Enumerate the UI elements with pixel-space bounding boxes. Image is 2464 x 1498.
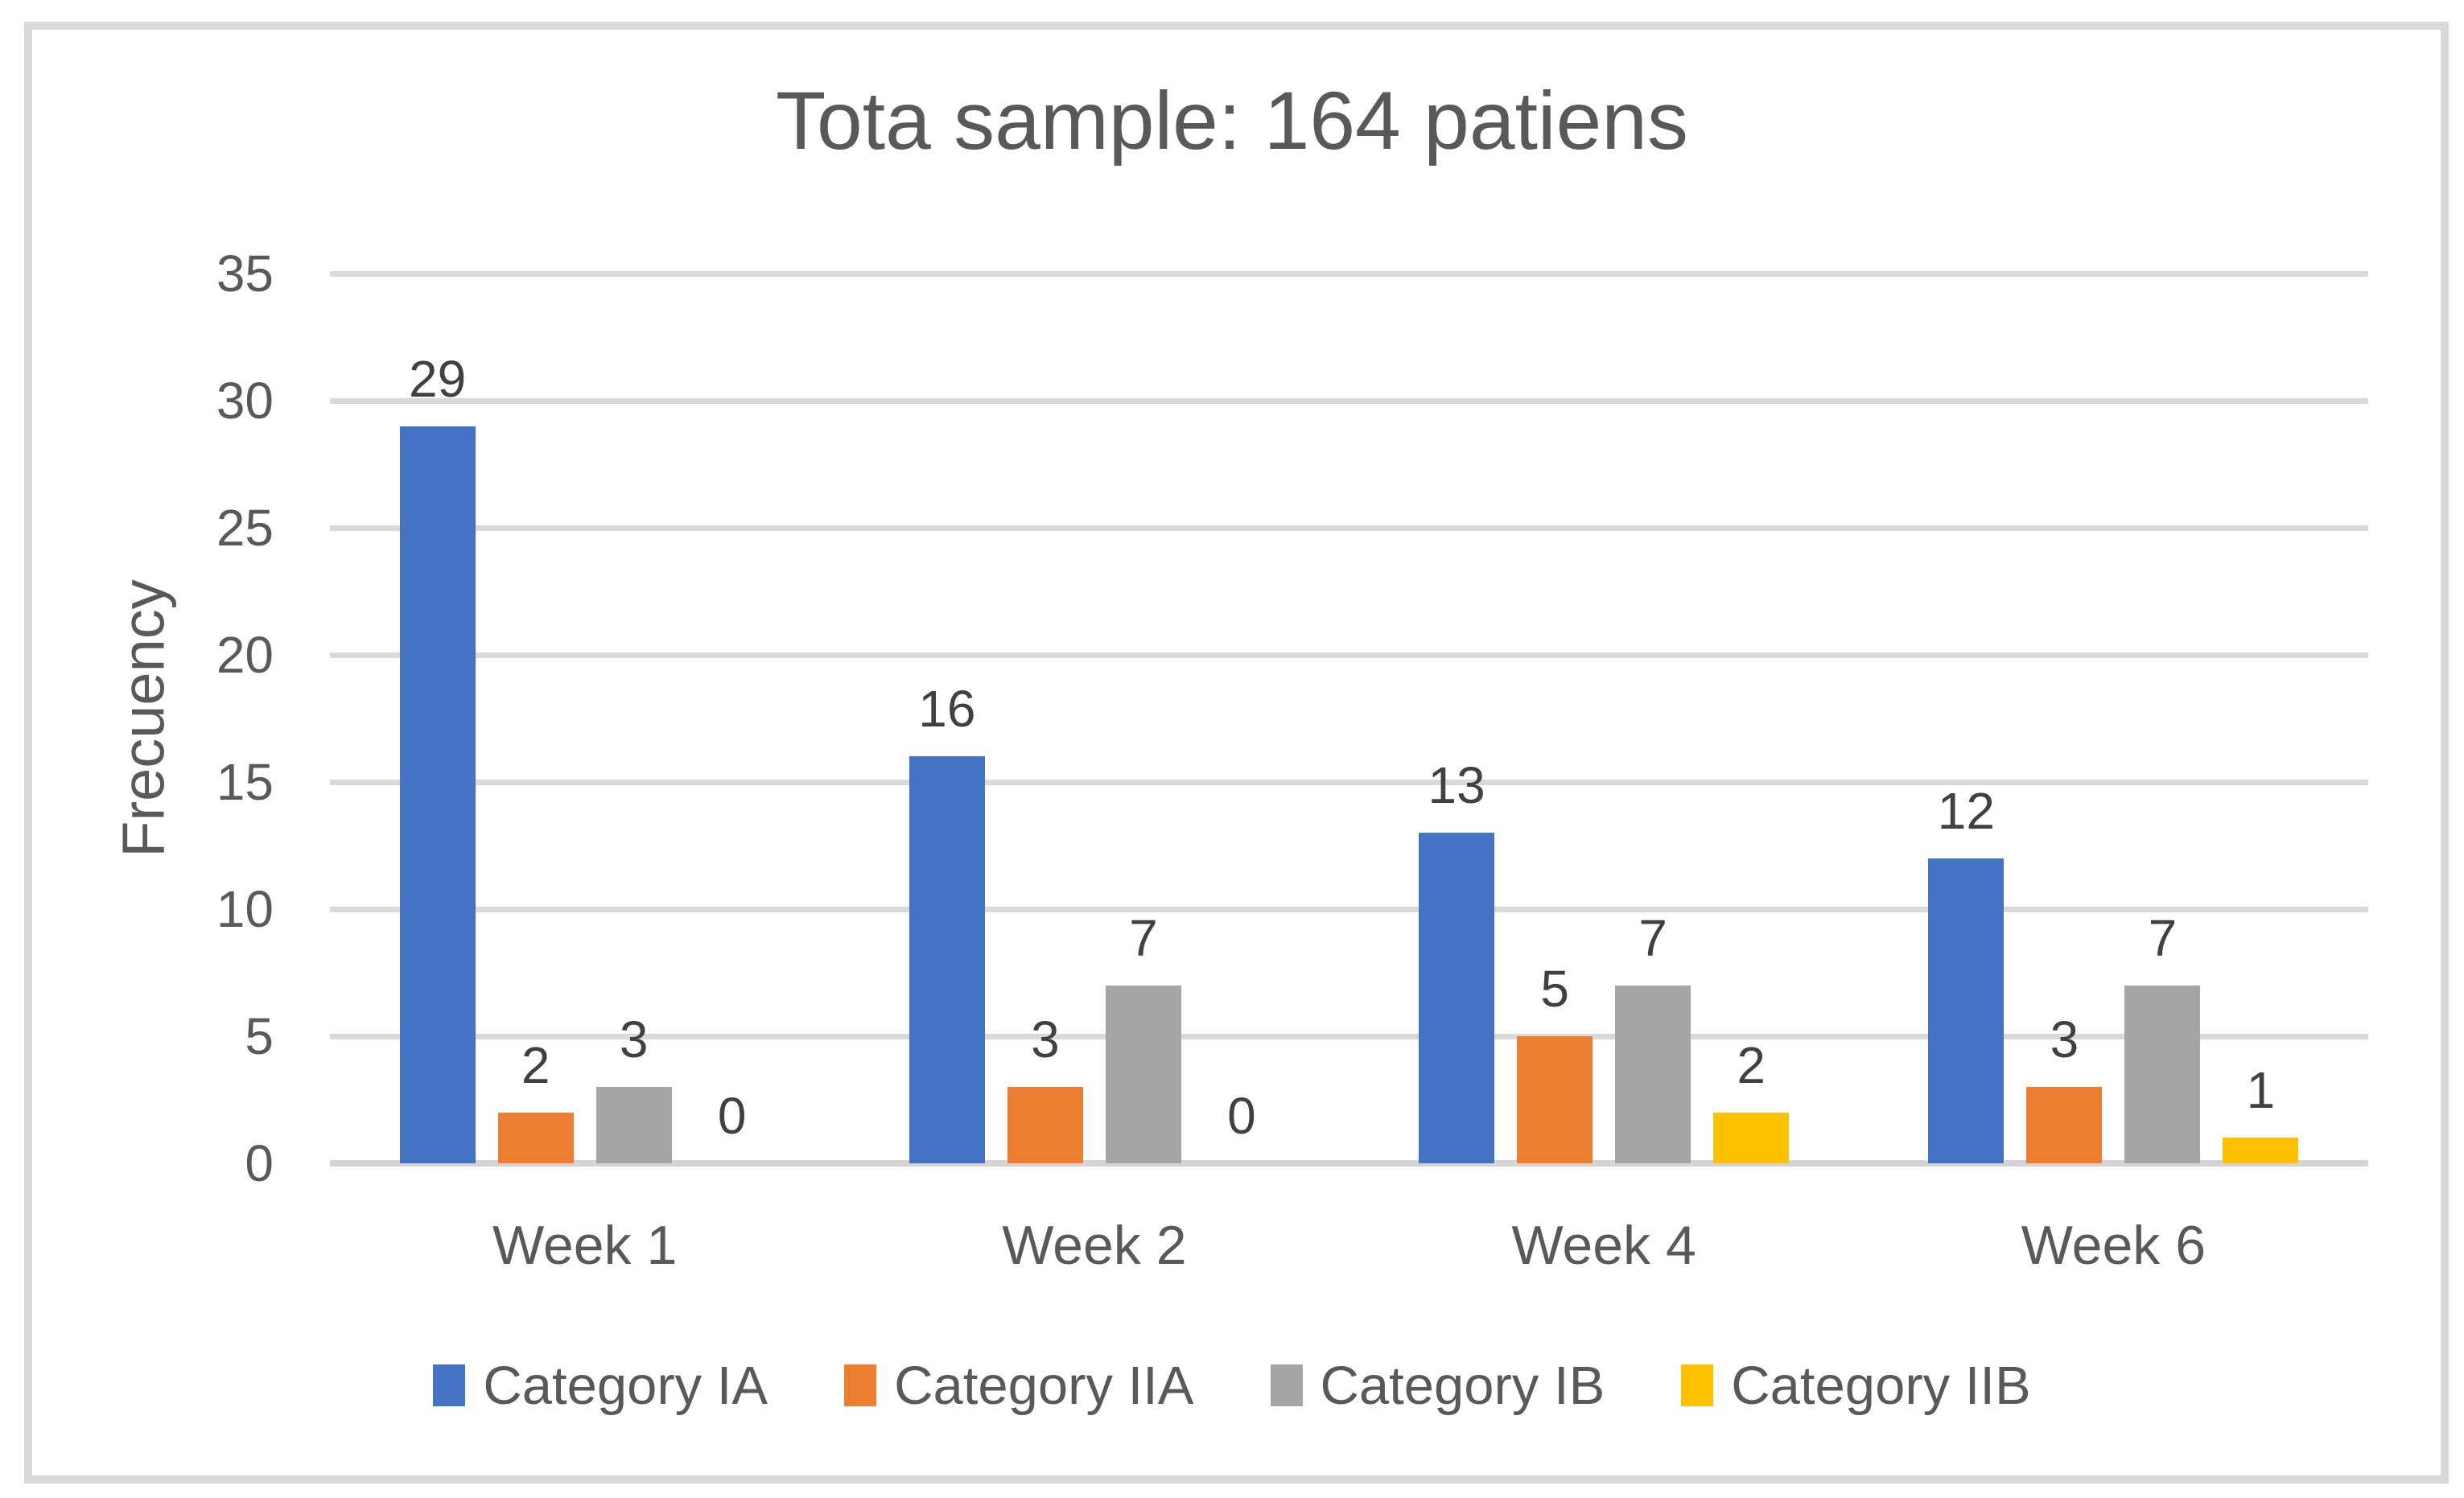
data-label-category-ib-week-1: 3 xyxy=(619,1010,649,1069)
x-category-label-week-1: Week 1 xyxy=(492,1215,678,1276)
plot-area: 29 2 3 0 16 3 7 0 13 5 7 2 12 3 7 1 xyxy=(330,270,2368,1167)
chart-border xyxy=(24,22,2449,1484)
legend-swatch-category-ia xyxy=(433,1364,466,1406)
data-label-category-iia-week-6: 3 xyxy=(2050,1010,2079,1069)
bar-category-ia-week-4 xyxy=(1419,833,1495,1163)
legend-swatch-category-iia xyxy=(844,1364,877,1406)
x-category-label-week-4: Week 4 xyxy=(1511,1215,1696,1276)
legend-label-category-iia: Category IIA xyxy=(894,1355,1194,1416)
bar-category-iia-week-6 xyxy=(2026,1087,2103,1163)
legend-label-category-ia: Category IA xyxy=(483,1355,768,1416)
legend-swatch-category-ib xyxy=(1270,1364,1303,1406)
y-tick-label-5: 5 xyxy=(245,1007,274,1065)
data-label-category-iib-week-6: 1 xyxy=(2246,1061,2276,1120)
x-category-label-week-2: Week 2 xyxy=(1002,1215,1187,1276)
bar-category-iib-week-6 xyxy=(2223,1138,2299,1163)
chart-title: Tota sample: 164 patiens xyxy=(775,75,1689,167)
data-label-category-ia-week-1: 29 xyxy=(409,349,467,408)
gridline xyxy=(330,525,2368,531)
bar-category-ib-week-6 xyxy=(2124,985,2201,1163)
legend-label-category-ib: Category IB xyxy=(1320,1355,1605,1416)
gridline xyxy=(330,270,2368,277)
legend: Category IA Category IIA Category IB Catego… xyxy=(0,1353,2464,1418)
y-tick-label-35: 35 xyxy=(216,245,274,302)
bar-category-ib-week-4 xyxy=(1615,985,1691,1163)
y-axis-tick-labels: 0 5 10 15 20 25 30 35 xyxy=(0,248,274,1189)
bar-category-iia-week-4 xyxy=(1517,1036,1593,1163)
data-label-category-ib-week-2: 7 xyxy=(1129,908,1158,967)
bar-category-ia-week-6 xyxy=(1928,858,2005,1163)
data-label-category-iib-week-1: 0 xyxy=(717,1087,747,1145)
legend-item-category-ib: Category IB xyxy=(1270,1355,1605,1416)
data-label-category-ia-week-4: 13 xyxy=(1428,756,1485,815)
y-tick-label-15: 15 xyxy=(216,753,274,811)
y-tick-label-0: 0 xyxy=(245,1134,274,1192)
y-tick-label-20: 20 xyxy=(216,626,274,684)
gridline xyxy=(330,906,2368,912)
gridline xyxy=(330,779,2368,785)
y-tick-label-10: 10 xyxy=(216,880,274,938)
data-label-category-ia-week-2: 16 xyxy=(918,680,976,739)
legend-swatch-category-iib xyxy=(1681,1364,1714,1406)
data-label-category-iib-week-2: 0 xyxy=(1227,1087,1256,1145)
gridline xyxy=(330,1033,2368,1039)
data-label-category-ia-week-6: 12 xyxy=(1937,781,1995,840)
legend-label-category-iib: Category IIB xyxy=(1731,1355,2031,1416)
data-label-category-ib-week-4: 7 xyxy=(1638,908,1667,967)
bar-category-ib-week-1 xyxy=(595,1087,672,1163)
x-axis-category-labels: Week 1 Week 2 Week 4 Week 6 xyxy=(330,1213,2368,1286)
bar-category-iib-week-4 xyxy=(1713,1112,1790,1163)
legend-item-category-ia: Category IA xyxy=(433,1359,768,1413)
y-tick-label-25: 25 xyxy=(216,499,274,557)
x-category-label-week-6: Week 6 xyxy=(2021,1215,2206,1276)
bar-category-ib-week-2 xyxy=(1105,985,1181,1163)
legend-item-category-iia: Category IIA xyxy=(844,1355,1194,1416)
data-label-category-ib-week-6: 7 xyxy=(2148,908,2178,967)
data-label-category-iia-week-4: 5 xyxy=(1540,960,1569,1018)
gridline xyxy=(330,652,2368,658)
legend-item-category-iib: Category IIB xyxy=(1681,1355,2031,1416)
bar-category-iia-week-1 xyxy=(497,1112,574,1163)
x-axis-line xyxy=(330,1160,2368,1167)
gridline xyxy=(330,397,2368,404)
bar-category-ia-week-1 xyxy=(399,426,476,1163)
bar-category-ia-week-2 xyxy=(909,756,985,1163)
data-label-category-iia-week-1: 2 xyxy=(521,1035,550,1094)
bar-category-iia-week-2 xyxy=(1007,1087,1083,1163)
data-label-category-iib-week-4: 2 xyxy=(1737,1035,1766,1094)
y-tick-label-30: 30 xyxy=(216,372,274,430)
data-label-category-iia-week-2: 3 xyxy=(1031,1010,1060,1069)
